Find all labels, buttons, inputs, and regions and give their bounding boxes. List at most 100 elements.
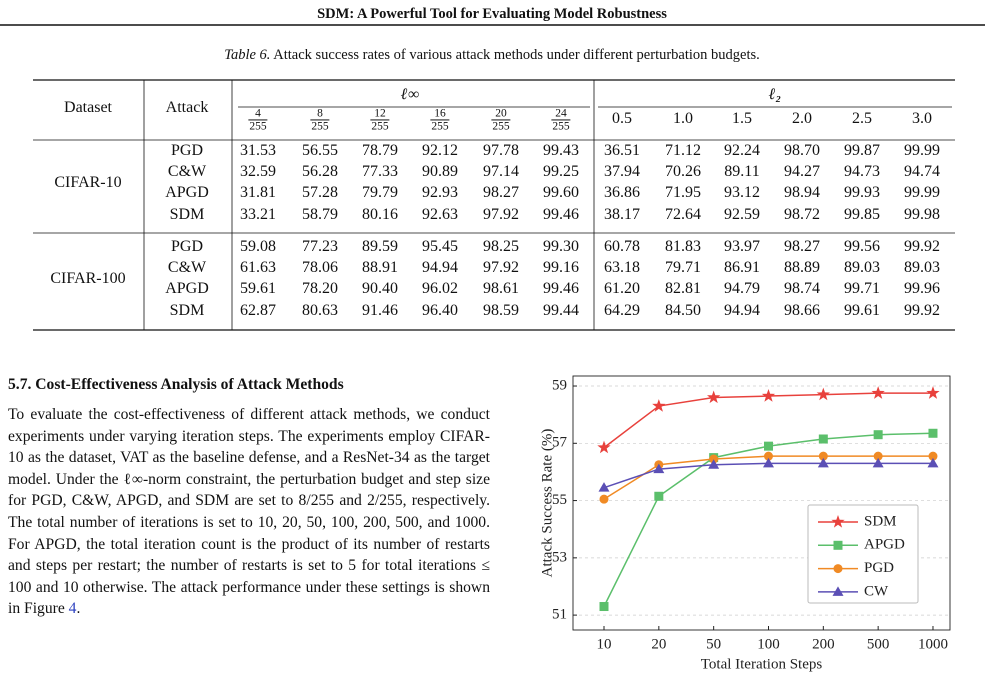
numerator: 4	[248, 107, 268, 121]
table-caption: Table 6. Attack success rates of various…	[224, 48, 760, 63]
table-cell: 99.43	[543, 142, 579, 159]
table-cell: 98.66	[784, 301, 820, 319]
table-cell: 99.87	[844, 142, 880, 159]
table-cell: 99.92	[904, 301, 940, 319]
table-cell: 37.94	[604, 163, 640, 181]
paragraph-end: .	[76, 600, 81, 618]
y-tick-label: 53	[552, 549, 567, 565]
legend-label: PGD	[864, 560, 894, 576]
table-cell: 33.21	[240, 205, 276, 223]
column-header: Dataset	[64, 99, 112, 116]
running-title: SDM: A Powerful Tool for Evaluating Mode…	[317, 5, 667, 22]
table-cell: 97.92	[483, 205, 519, 223]
table-cell: 94.79	[724, 280, 760, 298]
table-cell: 97.78	[483, 142, 519, 159]
table-cell: 63.18	[604, 259, 640, 277]
table-cell: 92.93	[422, 184, 458, 202]
plot-frame	[572, 375, 951, 631]
budget-header: 1.5	[732, 110, 752, 127]
section-heading: 5.7. Cost-Effectiveness Analysis of Atta…	[8, 376, 344, 393]
table-cell: 64.29	[604, 301, 640, 319]
marker	[818, 434, 828, 444]
y-tick-label: 55	[552, 492, 567, 508]
marker	[928, 428, 938, 438]
marker	[763, 441, 773, 451]
table-cell: 99.16	[543, 259, 579, 277]
table-cell: 61.63	[240, 259, 276, 277]
table-cell: 77.23	[302, 238, 338, 255]
attack-name: PGD	[170, 238, 204, 255]
attack-name: C&W	[167, 259, 207, 277]
table-cell: 99.61	[844, 301, 880, 319]
denominator: 255	[249, 120, 267, 133]
table-cell: 90.40	[362, 280, 398, 298]
budget-header: 2.0	[792, 110, 812, 127]
budget-header: 3.0	[912, 110, 932, 127]
group-header: ℓ∞	[400, 86, 420, 103]
table-cell: 95.45	[422, 238, 458, 255]
marker	[709, 454, 719, 464]
x-tick-label: 20	[651, 636, 666, 652]
x-tick-label: 500	[867, 636, 890, 652]
table-cell: 99.93	[844, 184, 880, 202]
table-cell: 32.59	[240, 163, 276, 181]
denominator: 255	[311, 120, 329, 133]
table-cell: 38.17	[604, 205, 640, 223]
marker	[654, 491, 664, 501]
table-cell: 98.25	[483, 238, 519, 255]
y-axis-label: Attack Success Rate (%)	[539, 429, 555, 578]
table-cell: 71.12	[665, 142, 701, 159]
figure-ref[interactable]: 4	[68, 600, 77, 618]
marker	[599, 602, 609, 612]
marker	[653, 463, 665, 474]
table-cell: 81.83	[665, 238, 701, 255]
table-cell: 84.50	[665, 301, 701, 319]
table-cell: 72.64	[665, 205, 701, 223]
legend-label: SDM	[864, 513, 897, 529]
marker	[926, 386, 940, 399]
table-cell: 98.61	[483, 280, 519, 298]
marker	[928, 451, 938, 461]
table-cell: 98.27	[483, 184, 519, 202]
table-cell: 92.63	[422, 205, 458, 223]
table-cell: 78.06	[302, 259, 338, 277]
table-cell: 36.86	[604, 184, 640, 202]
table-cell: 58.79	[302, 205, 338, 223]
marker	[598, 482, 610, 492]
numerator: 12	[370, 107, 390, 121]
numerator: 16	[430, 107, 450, 121]
table-cell: 96.40	[422, 301, 458, 319]
marker	[816, 387, 830, 401]
table-cell: 93.12	[724, 184, 760, 202]
table-cell: 31.81	[240, 184, 276, 202]
paragraph-text: To evaluate the cost-effectiveness of di…	[8, 406, 490, 618]
group-header: ℓ₂	[768, 86, 782, 103]
table-cell: 94.94	[724, 301, 760, 319]
caption-text: Attack success rates of various attack m…	[273, 46, 760, 63]
table-cell: 62.87	[240, 301, 276, 319]
table-cell: 89.03	[844, 259, 880, 277]
table-cell: 88.91	[362, 259, 398, 277]
legend-box	[807, 504, 919, 604]
table-cell: 94.94	[422, 259, 458, 277]
table-cell: 94.27	[784, 163, 820, 181]
table-cell: 99.92	[904, 238, 940, 255]
dataset-label: CIFAR-10	[54, 173, 122, 191]
table-cell: 60.78	[604, 238, 640, 255]
marker	[831, 515, 845, 528]
table-cell: 71.95	[665, 184, 701, 202]
table-cell: 96.02	[422, 280, 458, 298]
budget-fraction: 12 255	[370, 107, 390, 133]
marker	[873, 451, 883, 461]
marker	[652, 399, 666, 412]
table-cell: 77.33	[362, 163, 398, 181]
table-cell: 99.71	[844, 280, 880, 298]
table-cell: 36.51	[604, 142, 640, 159]
marker	[873, 430, 883, 440]
budget-fraction: 8 255	[310, 107, 330, 133]
marker	[599, 494, 609, 504]
table-cell: 99.98	[904, 205, 940, 223]
table-cell: 94.74	[904, 163, 940, 181]
table-cell: 99.25	[543, 163, 579, 181]
